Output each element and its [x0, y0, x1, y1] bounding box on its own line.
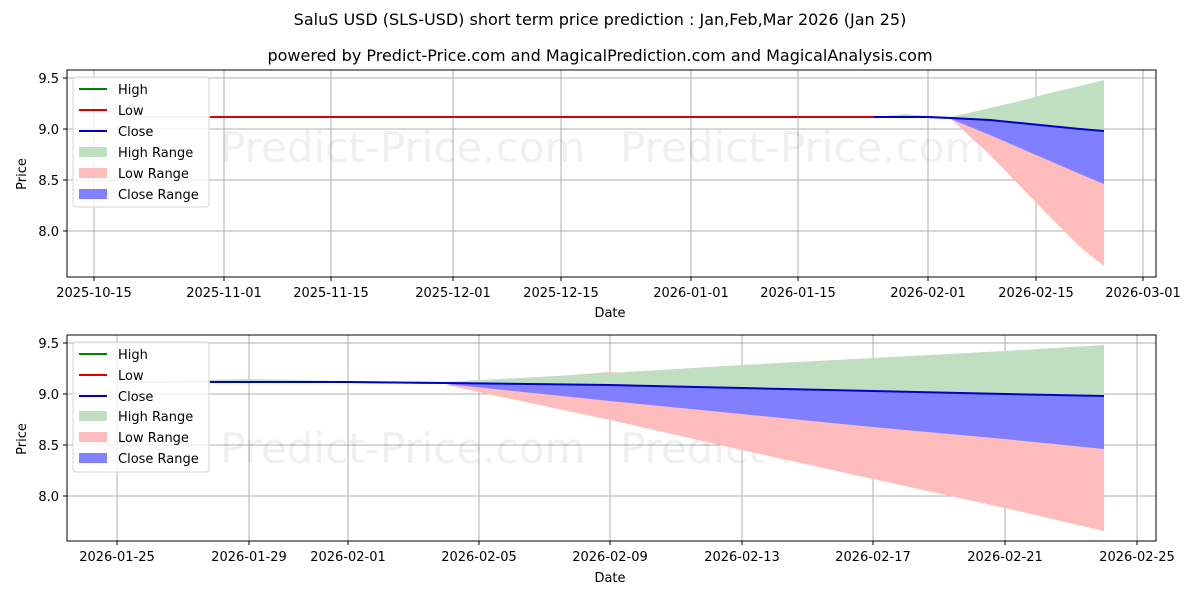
top-y-axis-label: Price	[15, 158, 30, 190]
close-range-area	[874, 117, 1104, 184]
legend-low-range-icon	[79, 168, 107, 178]
high-range-area	[874, 80, 1104, 132]
chart-subtitle: powered by Predict-Price.com and Magical…	[267, 46, 933, 65]
bottom-x-axis-label: Date	[594, 571, 625, 586]
svg-text:2026-02-25: 2026-02-25	[1099, 550, 1175, 565]
svg-text:2026-02-05: 2026-02-05	[441, 550, 517, 565]
svg-text:8.0: 8.0	[38, 490, 59, 505]
svg-text:2025-12-15: 2025-12-15	[523, 286, 599, 301]
svg-text:8.5: 8.5	[38, 174, 59, 189]
svg-text:2025-12-01: 2025-12-01	[415, 286, 491, 301]
top-x-axis-label: Date	[594, 306, 625, 321]
svg-text:Low Range: Low Range	[118, 431, 189, 446]
bottom-chart: Predict-Price.com Predict-Price.com 2026…	[15, 334, 1175, 586]
svg-text:High: High	[118, 348, 148, 363]
svg-text:2026-02-13: 2026-02-13	[704, 550, 780, 565]
svg-text:2025-11-15: 2025-11-15	[293, 286, 369, 301]
svg-text:2026-01-15: 2026-01-15	[760, 286, 836, 301]
svg-text:High: High	[118, 83, 148, 98]
top-axes-frame	[66, 69, 1157, 278]
svg-text:8.0: 8.0	[38, 225, 59, 240]
close-range-area	[115, 382, 1104, 449]
legend-close-range-icon	[79, 189, 107, 199]
svg-text:2025-11-01: 2025-11-01	[186, 286, 262, 301]
svg-text:2026-01-25: 2026-01-25	[79, 550, 155, 565]
svg-text:2026-03-01: 2026-03-01	[1105, 286, 1181, 301]
svg-text:Close: Close	[118, 125, 153, 140]
high-range-area	[115, 345, 1104, 397]
svg-text:2026-02-01: 2026-02-01	[890, 286, 966, 301]
bottom-x-tick-labels: 2026-01-25 2026-01-29 2026-02-01 2026-02…	[79, 550, 1175, 565]
close-line	[874, 116, 1105, 132]
svg-text:2026-02-01: 2026-02-01	[310, 550, 386, 565]
svg-text:High Range: High Range	[118, 410, 193, 425]
watermark: Predict-Price.com	[220, 424, 585, 473]
legend-high-range-icon	[79, 411, 107, 421]
svg-text:9.0: 9.0	[38, 388, 59, 403]
legend-low-range-icon	[79, 432, 107, 442]
top-y-tick-labels: 9.5 9.0 8.5 8.0	[38, 72, 59, 240]
svg-text:2025-10-15: 2025-10-15	[56, 286, 132, 301]
svg-text:2026-02-21: 2026-02-21	[967, 550, 1043, 565]
bottom-legend: High Low Close High Range Low Range Clos…	[72, 341, 210, 473]
legend-high-range-icon	[79, 147, 107, 157]
svg-text:2026-02-09: 2026-02-09	[572, 550, 648, 565]
svg-text:2026-01-29: 2026-01-29	[211, 550, 287, 565]
svg-text:8.5: 8.5	[38, 439, 59, 454]
svg-text:Close Range: Close Range	[118, 188, 199, 203]
close-line	[210, 381, 1105, 397]
svg-text:Low: Low	[118, 104, 144, 119]
svg-text:2026-01-01: 2026-01-01	[653, 286, 729, 301]
top-chart: Predict-Price.com Predict-Price.com 2025…	[15, 69, 1181, 321]
legend-close-range-icon	[79, 453, 107, 463]
svg-text:Low: Low	[118, 369, 144, 384]
top-x-tick-labels: 2025-10-15 2025-11-01 2025-11-15 2025-12…	[56, 286, 1181, 301]
svg-text:Low Range: Low Range	[118, 167, 189, 182]
svg-text:High Range: High Range	[118, 146, 193, 161]
bottom-axes-frame	[66, 334, 1157, 542]
svg-text:2026-02-15: 2026-02-15	[998, 286, 1074, 301]
svg-text:Close Range: Close Range	[118, 452, 199, 467]
top-grid	[67, 70, 1156, 277]
bottom-y-axis-label: Price	[15, 423, 30, 455]
watermark: Predict-Price.com	[220, 123, 585, 172]
top-legend: High Low Close High Range Low Range Clos…	[72, 76, 210, 208]
svg-text:9.0: 9.0	[38, 123, 59, 138]
svg-text:2026-02-17: 2026-02-17	[835, 550, 911, 565]
watermark: Predict-Price.com	[620, 123, 985, 172]
svg-text:9.5: 9.5	[38, 72, 59, 87]
svg-text:Close: Close	[118, 390, 153, 405]
svg-text:9.5: 9.5	[38, 337, 59, 352]
chart-title: SaluS USD (SLS-USD) short term price pre…	[293, 10, 907, 29]
bottom-y-tick-labels: 9.5 9.0 8.5 8.0	[38, 337, 59, 505]
